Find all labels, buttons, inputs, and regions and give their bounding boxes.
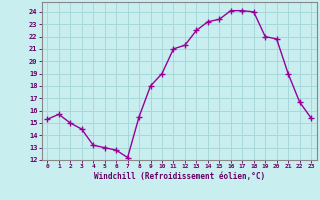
X-axis label: Windchill (Refroidissement éolien,°C): Windchill (Refroidissement éolien,°C) — [94, 172, 265, 181]
